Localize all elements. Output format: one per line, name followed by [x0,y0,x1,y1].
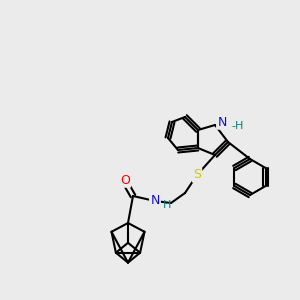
Text: H: H [163,200,171,210]
Text: S: S [193,169,201,182]
Text: N: N [217,116,227,128]
Text: O: O [120,173,130,187]
Text: N: N [150,194,160,208]
Text: -H: -H [231,121,243,131]
